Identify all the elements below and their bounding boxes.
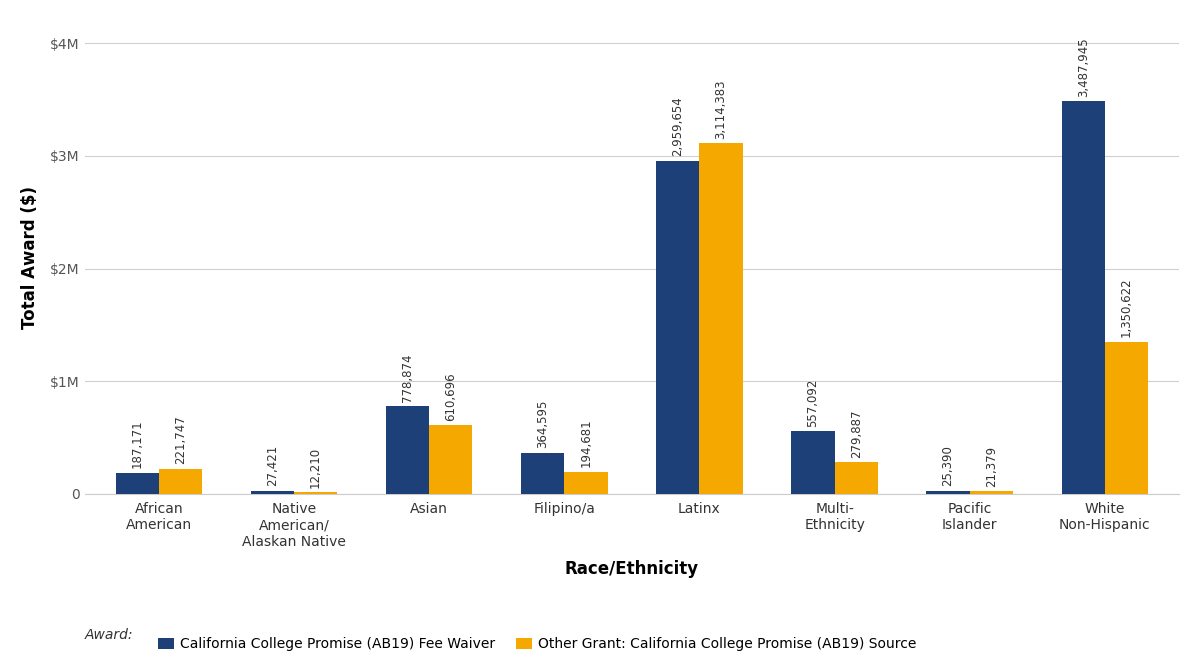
Text: 27,421: 27,421 (266, 445, 278, 486)
Text: 187,171: 187,171 (131, 420, 144, 468)
Text: 221,747: 221,747 (174, 416, 187, 464)
Bar (926, 491, 970, 494)
Text: 21,379: 21,379 (985, 446, 998, 487)
Bar (251, 491, 294, 494)
Text: 25,390: 25,390 (942, 446, 954, 487)
Text: 610,696: 610,696 (444, 372, 457, 420)
Text: 557,092: 557,092 (806, 378, 820, 426)
Bar (1105, 342, 1148, 494)
X-axis label: Race/Ethnicity: Race/Ethnicity (565, 560, 698, 578)
Bar (656, 160, 700, 494)
Bar (564, 472, 607, 494)
Bar (430, 425, 473, 494)
Text: 3,114,383: 3,114,383 (714, 79, 727, 138)
Text: 279,887: 279,887 (850, 409, 863, 458)
Bar (791, 431, 834, 494)
Bar (386, 406, 430, 494)
Text: Award:: Award: (84, 628, 133, 642)
Text: 12,210: 12,210 (310, 447, 322, 488)
Text: 364,595: 364,595 (536, 400, 550, 448)
Text: 1,350,622: 1,350,622 (1120, 277, 1133, 337)
Y-axis label: Total Award ($): Total Award ($) (20, 186, 38, 329)
Text: 194,681: 194,681 (580, 419, 593, 467)
Bar (970, 491, 1013, 494)
Bar (115, 473, 158, 494)
Bar (294, 493, 337, 494)
Bar (834, 462, 878, 494)
Bar (158, 469, 202, 494)
Bar (700, 143, 743, 494)
Legend: California College Promise (AB19) Fee Waiver, Other Grant: California College Pr: California College Promise (AB19) Fee Wa… (157, 638, 917, 652)
Bar (521, 453, 564, 494)
Text: 2,959,654: 2,959,654 (671, 96, 684, 156)
Text: 3,487,945: 3,487,945 (1076, 37, 1090, 96)
Bar (1062, 101, 1105, 494)
Text: 778,874: 778,874 (401, 353, 414, 402)
